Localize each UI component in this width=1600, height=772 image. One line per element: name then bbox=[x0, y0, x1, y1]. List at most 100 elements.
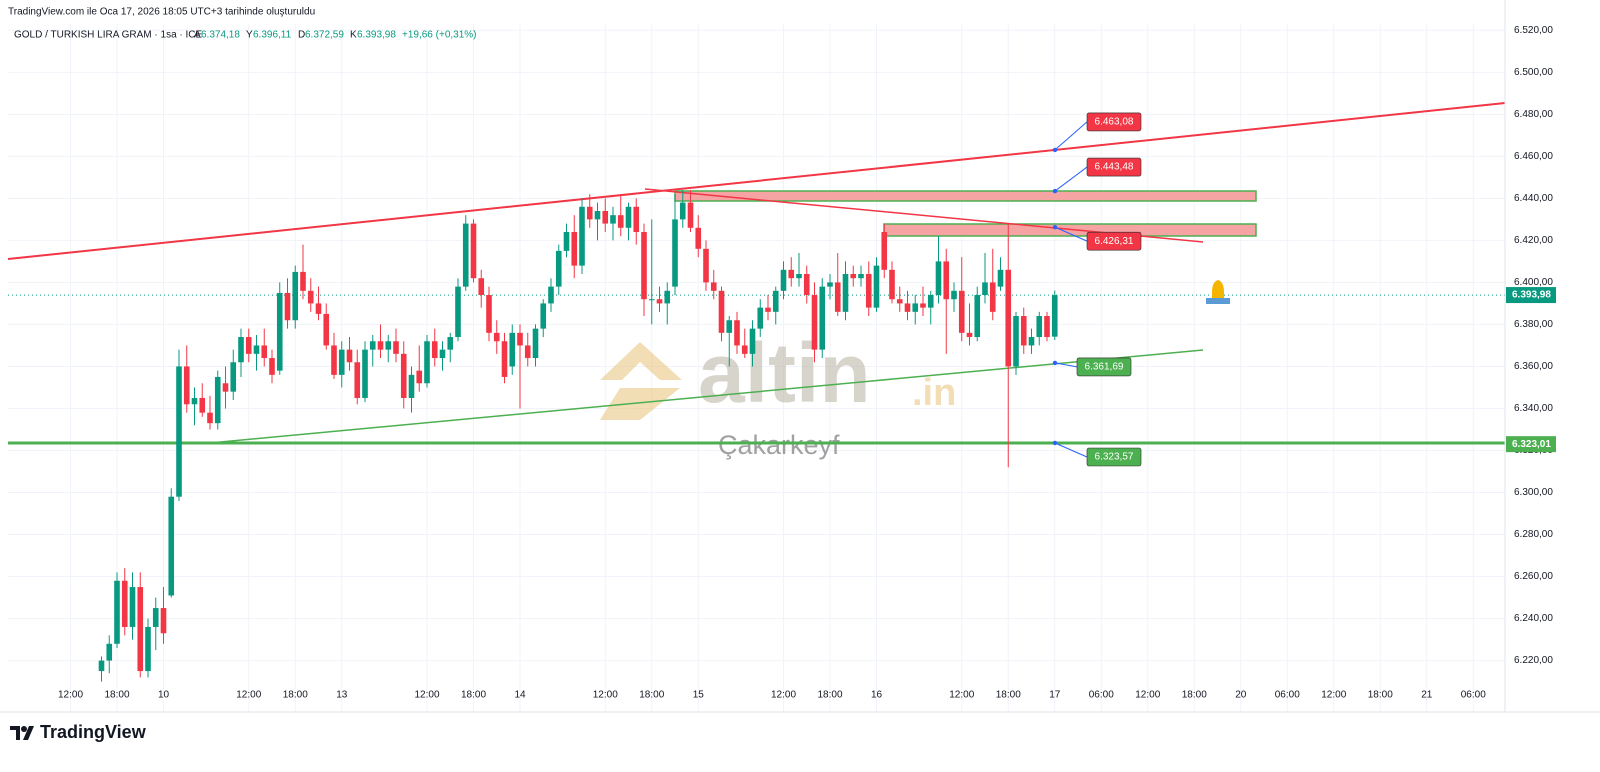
candle-body bbox=[540, 303, 547, 329]
annotation-leader bbox=[1054, 121, 1088, 151]
candle-body bbox=[455, 286, 461, 338]
candle-body bbox=[555, 250, 562, 287]
x-tick-label: 06:00 bbox=[1089, 690, 1114, 701]
y-tick-label: 6.240,00 bbox=[1514, 613, 1553, 624]
candle-body bbox=[284, 292, 291, 321]
candle-body bbox=[904, 303, 911, 312]
annotation-point bbox=[1052, 147, 1058, 153]
candle-body bbox=[889, 269, 895, 300]
candle-body bbox=[741, 345, 748, 354]
candle-body bbox=[974, 295, 981, 338]
candle-body bbox=[912, 303, 919, 312]
candle-body bbox=[532, 328, 539, 359]
x-tick-label: 18:00 bbox=[817, 690, 842, 701]
candle-body bbox=[989, 282, 996, 312]
candle-body bbox=[439, 349, 446, 359]
candle-body bbox=[703, 248, 709, 283]
candle-body bbox=[214, 376, 221, 424]
ohlc-value: 6.393,98 bbox=[357, 30, 396, 41]
candle-body bbox=[966, 332, 973, 338]
candle-body bbox=[238, 337, 244, 363]
candle-body bbox=[896, 299, 903, 304]
candle-body bbox=[462, 223, 469, 287]
watermark-logo bbox=[600, 342, 682, 380]
candle-body bbox=[191, 397, 198, 405]
candle-body bbox=[726, 320, 733, 333]
candle-body bbox=[431, 341, 438, 359]
x-tick-label: 12:00 bbox=[58, 690, 83, 701]
y-tick-label: 6.460,00 bbox=[1514, 151, 1553, 162]
candle-body bbox=[524, 345, 531, 359]
candle-body bbox=[796, 274, 802, 279]
candle-body bbox=[803, 274, 810, 296]
x-tick-label: 18:00 bbox=[1182, 690, 1207, 701]
candle-body bbox=[641, 231, 647, 300]
candle-body bbox=[300, 271, 306, 291]
candle-body bbox=[958, 290, 965, 333]
annotation-label: 6.361,69 bbox=[1085, 362, 1124, 373]
ohlc-key: Y bbox=[246, 30, 253, 41]
x-tick-label: 18:00 bbox=[1368, 690, 1393, 701]
y-tick-label: 6.440,00 bbox=[1514, 193, 1553, 204]
annotation-label: 6.443,48 bbox=[1095, 162, 1134, 173]
alert-icon[interactable] bbox=[1206, 280, 1230, 304]
x-tick-label: 13 bbox=[336, 690, 348, 701]
ohlc-value: 6.396,11 bbox=[253, 30, 292, 41]
candle-body bbox=[594, 210, 601, 220]
candle-body bbox=[501, 341, 508, 377]
candle-body bbox=[579, 206, 585, 266]
candle-body bbox=[982, 282, 988, 296]
candle-body bbox=[1051, 295, 1058, 337]
candle-body bbox=[865, 274, 872, 308]
annotation-box bbox=[1086, 157, 1142, 177]
x-tick-label: 14 bbox=[514, 690, 526, 701]
ohlc-key: A bbox=[194, 30, 201, 41]
y-tick-label: 6.380,00 bbox=[1514, 319, 1553, 330]
candle-body bbox=[362, 349, 368, 398]
annotation-box bbox=[1086, 231, 1142, 251]
candle-body bbox=[478, 278, 485, 296]
watermark-author: Çakarkeyf bbox=[718, 430, 840, 460]
watermark-brand: altin bbox=[698, 326, 871, 420]
candle-body bbox=[842, 274, 849, 312]
candle-body bbox=[222, 383, 229, 392]
candle-body bbox=[1044, 316, 1050, 338]
candle-body bbox=[424, 341, 430, 384]
x-tick-label: 12:00 bbox=[1135, 690, 1160, 701]
candle-body bbox=[315, 303, 322, 314]
x-tick-label: 12:00 bbox=[1321, 690, 1346, 701]
candle-body bbox=[648, 299, 655, 301]
candle-body bbox=[145, 626, 151, 672]
candle-body bbox=[276, 292, 283, 371]
candle-body bbox=[493, 332, 500, 342]
x-tick-label: 12:00 bbox=[593, 690, 618, 701]
trend-line bbox=[7, 102, 1506, 260]
annotation-leader bbox=[1054, 166, 1088, 192]
candle-body bbox=[1013, 316, 1019, 367]
y-tick-label: 6.520,00 bbox=[1514, 25, 1553, 36]
y-tick-label: 6.500,00 bbox=[1514, 67, 1553, 78]
candle-body bbox=[354, 362, 361, 398]
candle-body bbox=[1005, 269, 1012, 367]
candle-body bbox=[447, 337, 454, 350]
x-tick-label: 06:00 bbox=[1461, 690, 1486, 701]
ohlc-key: D bbox=[298, 30, 305, 41]
tradingview-logo: TradingView bbox=[10, 722, 147, 742]
watermark: altin .in bbox=[600, 326, 956, 420]
candle-body bbox=[346, 349, 353, 363]
candle-body bbox=[827, 282, 833, 287]
x-tick-label: 10 bbox=[158, 690, 170, 701]
y-tick-label: 6.280,00 bbox=[1514, 529, 1553, 540]
candle-body bbox=[664, 290, 671, 304]
candle-body bbox=[121, 580, 128, 627]
candle-body bbox=[788, 269, 795, 279]
y-tick-label: 6.260,00 bbox=[1514, 571, 1553, 582]
ohlc-header: A 6.374,18 Y 6.396,11 D 6.372,59 K 6.393,98 +19,… bbox=[194, 30, 477, 41]
candle-body bbox=[695, 227, 702, 249]
annotation-leader bbox=[1054, 362, 1078, 368]
price-label-box bbox=[1506, 287, 1556, 304]
candle-body bbox=[307, 290, 314, 304]
annotation-box bbox=[1086, 112, 1142, 132]
candle-body bbox=[772, 290, 779, 312]
candle-body bbox=[1028, 337, 1035, 346]
